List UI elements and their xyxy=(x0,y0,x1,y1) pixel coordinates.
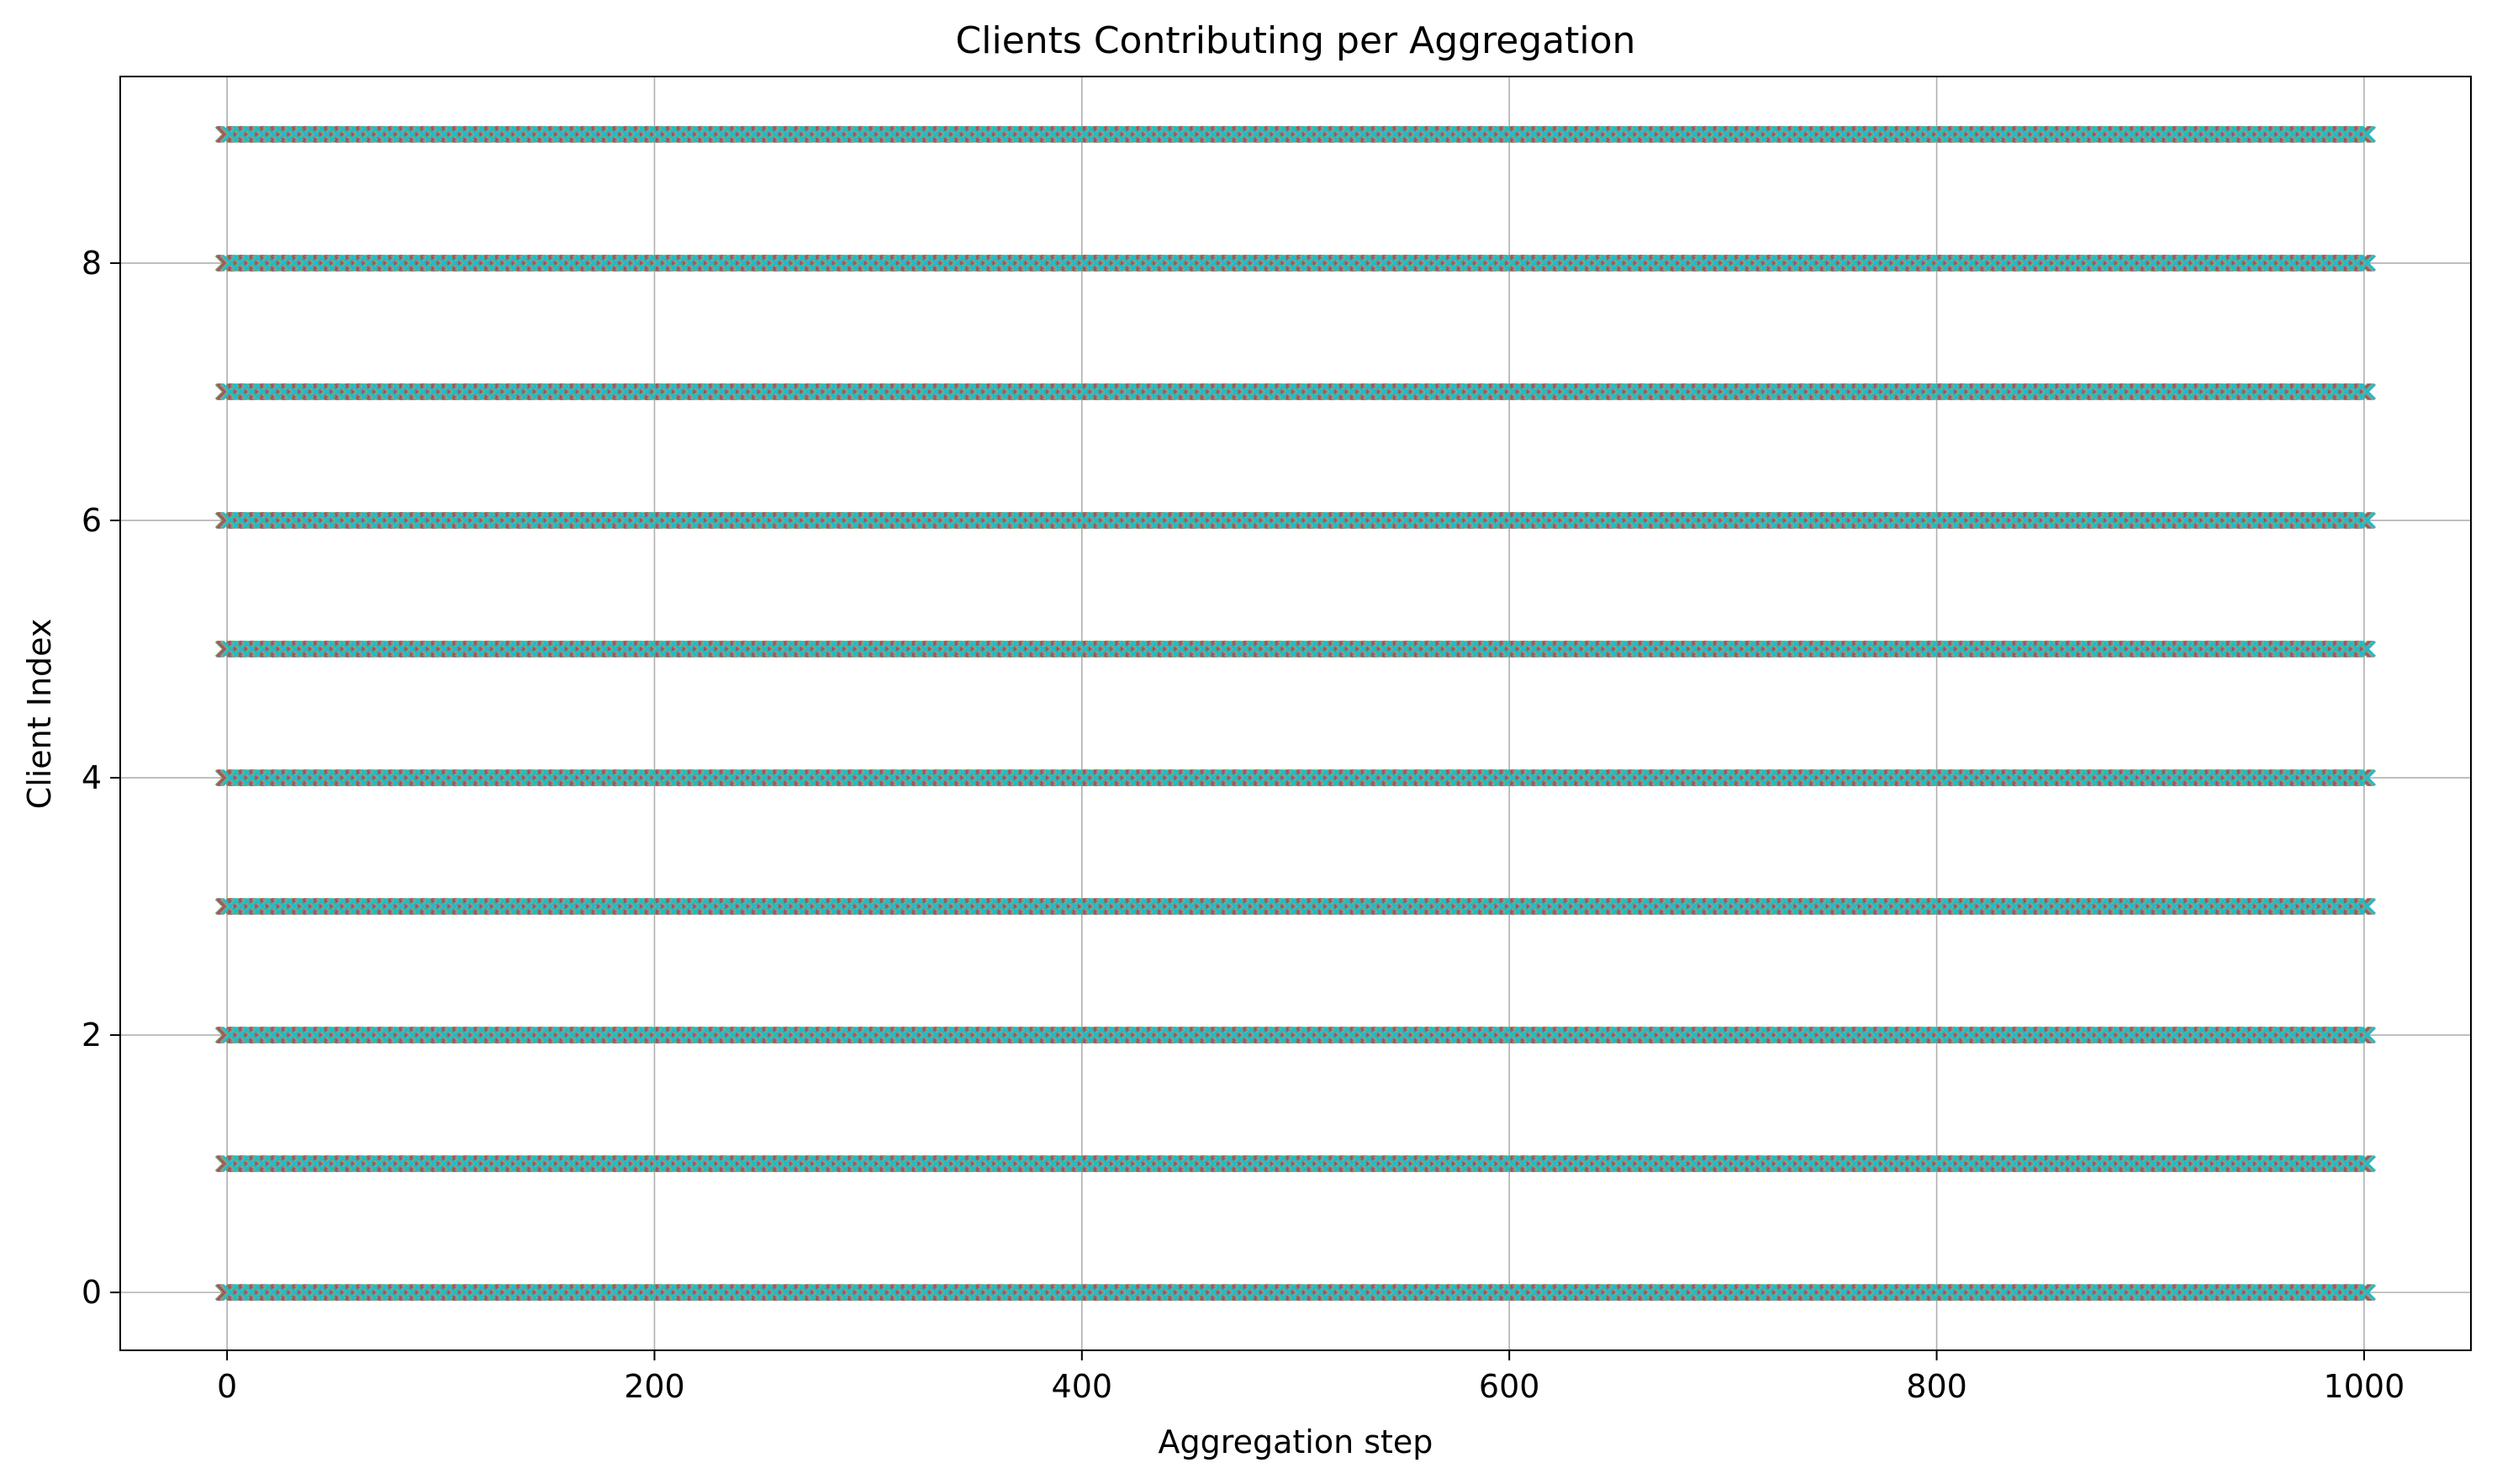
points-layer xyxy=(214,125,2377,1302)
client-5-marks-9 xyxy=(222,640,2377,658)
plot-frame xyxy=(119,76,2472,1351)
x-axis-label: Aggregation step xyxy=(1159,1423,1433,1460)
client-9-marks-9 xyxy=(222,125,2377,143)
client-8-marks-9 xyxy=(222,254,2377,272)
y-ticks: 0 2 4 6 8 xyxy=(82,245,120,1311)
x-tick-label: 1000 xyxy=(2324,1368,2405,1405)
y-tick-label: 2 xyxy=(82,1017,102,1054)
x-tick-label: 800 xyxy=(1906,1368,1967,1405)
client-1-marks-9 xyxy=(222,1155,2377,1173)
y-axis-label: Client Index xyxy=(21,619,58,810)
x-tick-label: 0 xyxy=(217,1368,237,1405)
x-ticks: 0 200 400 600 800 1000 xyxy=(217,1350,2405,1405)
x-tick-label: 600 xyxy=(1479,1368,1540,1405)
y-tick-label: 8 xyxy=(82,245,102,282)
client-2-marks-9 xyxy=(222,1027,2377,1044)
chart-title: Clients Contributing per Aggregation xyxy=(956,19,1636,62)
client-6-marks-9 xyxy=(222,511,2377,530)
client-0-marks-9 xyxy=(222,1284,2377,1302)
x-tick-label: 200 xyxy=(624,1368,685,1405)
client-3-marks-9 xyxy=(222,897,2377,916)
client-7-marks-9 xyxy=(222,383,2377,400)
y-tick-label: 4 xyxy=(82,759,102,796)
x-tick-label: 400 xyxy=(1052,1368,1113,1405)
client-4-marks-9 xyxy=(222,768,2377,787)
y-tick-label: 0 xyxy=(82,1274,102,1311)
y-tick-label: 6 xyxy=(82,502,102,539)
